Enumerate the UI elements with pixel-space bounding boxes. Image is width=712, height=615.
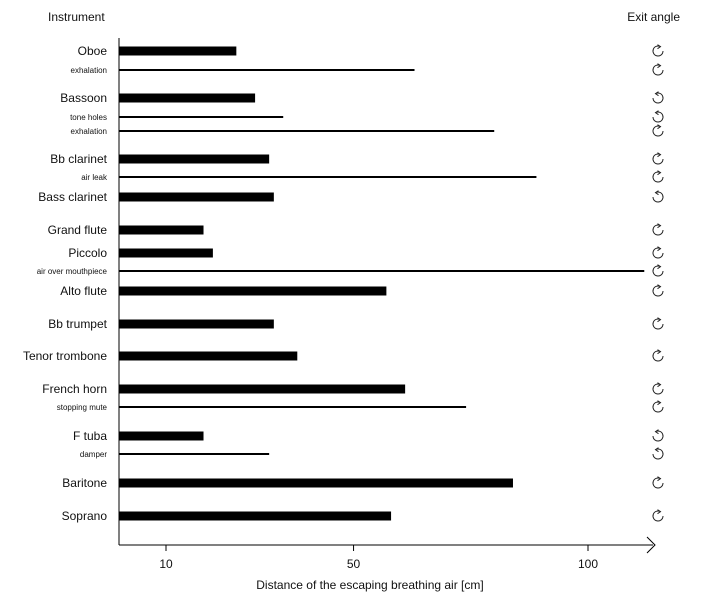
counterclockwise-arrow-icon xyxy=(652,91,664,104)
instrument-label: F tuba xyxy=(73,429,107,443)
sub-bar xyxy=(119,116,284,118)
counterclockwise-arrow-icon xyxy=(652,429,664,442)
x-tick-label: 100 xyxy=(578,557,598,571)
sub-bar xyxy=(119,176,537,178)
clockwise-arrow-icon xyxy=(652,170,664,183)
right-axis-title: Exit angle xyxy=(627,10,680,24)
instrument-label: Oboe xyxy=(78,44,108,58)
sub-bar xyxy=(119,69,415,71)
bar xyxy=(119,46,237,56)
clockwise-arrow-icon xyxy=(652,246,664,259)
bar xyxy=(119,384,406,394)
y-axis-title: Instrument xyxy=(48,10,105,24)
instrument-label: Bb trumpet xyxy=(48,317,107,331)
instrument-label: Piccolo xyxy=(68,246,107,260)
instrument-label: Bassoon xyxy=(60,91,107,105)
x-tick-label: 10 xyxy=(159,557,173,571)
bar xyxy=(119,225,204,235)
x-axis-arrow-icon xyxy=(646,536,656,554)
row-labels: Oboe exhalation Bassoon tone holes exhalatio… xyxy=(23,44,108,523)
bar xyxy=(119,154,270,164)
bar xyxy=(119,511,392,521)
counterclockwise-arrow-icon xyxy=(652,447,664,460)
instrument-label: French horn xyxy=(42,382,107,396)
clockwise-arrow-icon xyxy=(652,124,664,137)
clockwise-arrow-icon xyxy=(652,382,664,395)
bar xyxy=(119,248,213,258)
sub-bar xyxy=(119,406,467,408)
instrument-label: Baritone xyxy=(62,476,107,490)
exit-angle-icons xyxy=(652,44,664,522)
bar xyxy=(119,93,256,103)
instrument-label: Soprano xyxy=(62,509,108,523)
clockwise-arrow-icon xyxy=(652,152,664,165)
bar xyxy=(119,192,274,202)
clockwise-arrow-icon xyxy=(652,317,664,330)
sub-label: stopping mute xyxy=(57,403,108,412)
clockwise-arrow-icon xyxy=(652,63,664,76)
instrument-label: Grand flute xyxy=(48,223,108,237)
bar xyxy=(119,286,387,296)
sub-bar xyxy=(119,453,270,455)
counterclockwise-arrow-icon xyxy=(652,190,664,203)
sub-label: damper xyxy=(80,450,107,459)
clockwise-arrow-icon xyxy=(652,509,664,522)
bar xyxy=(119,431,204,441)
sub-label: air leak xyxy=(81,173,108,182)
sub-label: air over mouthpiece xyxy=(37,267,108,276)
sub-label: exhalation xyxy=(71,66,107,75)
clockwise-arrow-icon xyxy=(652,44,664,57)
x-ticks: 10 50 100 xyxy=(159,545,598,571)
bar xyxy=(119,478,513,488)
x-axis xyxy=(119,536,656,554)
clockwise-arrow-icon xyxy=(652,284,664,297)
clockwise-arrow-icon xyxy=(652,264,664,277)
clockwise-arrow-icon xyxy=(652,349,664,362)
instrument-label: Alto flute xyxy=(60,284,107,298)
x-axis-title: Distance of the escaping breathing air [… xyxy=(256,578,483,592)
counterclockwise-arrow-icon xyxy=(652,110,664,123)
sub-bar xyxy=(119,270,645,272)
clockwise-arrow-icon xyxy=(652,400,664,413)
x-tick-label: 50 xyxy=(347,557,361,571)
bar xyxy=(119,319,274,329)
sub-label: exhalation xyxy=(71,127,107,136)
instrument-label: Bb clarinet xyxy=(50,152,107,166)
clockwise-arrow-icon xyxy=(652,476,664,489)
sub-label: tone holes xyxy=(70,113,107,122)
sub-bar xyxy=(119,130,495,132)
bars xyxy=(119,46,645,521)
bar xyxy=(119,351,298,361)
clockwise-arrow-icon xyxy=(652,223,664,236)
instrument-label: Bass clarinet xyxy=(38,190,107,204)
instrument-label: Tenor trombone xyxy=(23,349,107,363)
